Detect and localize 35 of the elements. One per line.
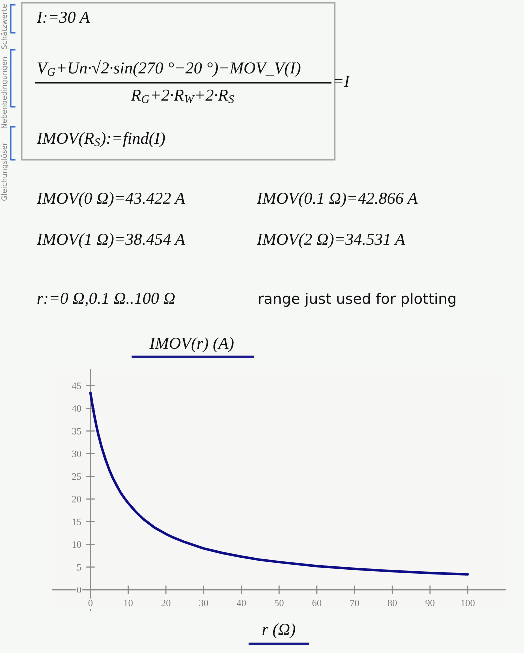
line-series [89, 392, 470, 576]
text: IMOV(0 Ω)=43.422 A [36, 192, 186, 208]
text: =I [334, 76, 350, 88]
x-tick-label: 100 [462, 600, 475, 607]
text: IMOV(R$_{S}$):=find(I) [36, 132, 166, 148]
y-tick-label: 0 [77, 586, 82, 594]
y-tick-label: 20 [72, 496, 82, 503]
text: range just used for plotting [259, 292, 456, 308]
text: I:=30 A [36, 12, 90, 24]
y-tick-label: 45 [72, 382, 82, 390]
x-tick-label: 50 [275, 600, 284, 607]
y-tick-label: 30 [72, 450, 82, 458]
x-tick-label: 10 [124, 600, 133, 607]
y-tick-label: 10 [72, 542, 82, 548]
x-tick-label: 0 [88, 600, 93, 607]
text: V$_{G}$+Un·√2·sin(270 °−20 °)−MOV_V(I) [38, 60, 301, 78]
x-tick-label: 80 [388, 600, 398, 607]
x-tick-label: 30 [200, 600, 208, 607]
text: IMOV(0.1 Ω)=42.866 A [256, 192, 418, 208]
text: r:=0 Ω,0.1 Ω..100 Ω [38, 292, 176, 307]
text: IMOV(2 Ω)=34.531 A [256, 233, 406, 249]
x-tick-label: 70 [350, 600, 360, 607]
text: IMOV(1 Ω)=38.454 A [36, 233, 186, 249]
x-tick-label: 90 [426, 600, 435, 607]
x-tick-label: 20 [162, 600, 171, 607]
y-tick-label: 40 [72, 405, 82, 412]
text: R$_{G}$+2·R$_{W}$+2·R$_{S}$ [131, 90, 234, 104]
y-tick-label: 15 [72, 518, 82, 526]
y-tick-label: 25 [72, 474, 82, 480]
y-tick-label: 5 [77, 564, 82, 571]
x-tick-label: 40 [236, 600, 246, 607]
y-tick-label: 35 [72, 428, 82, 435]
x-tick-label: 60 [312, 600, 322, 607]
y-axis-title: IMOV(r) (A) [150, 337, 234, 353]
x-axis-title: r (Ω) [262, 623, 296, 639]
